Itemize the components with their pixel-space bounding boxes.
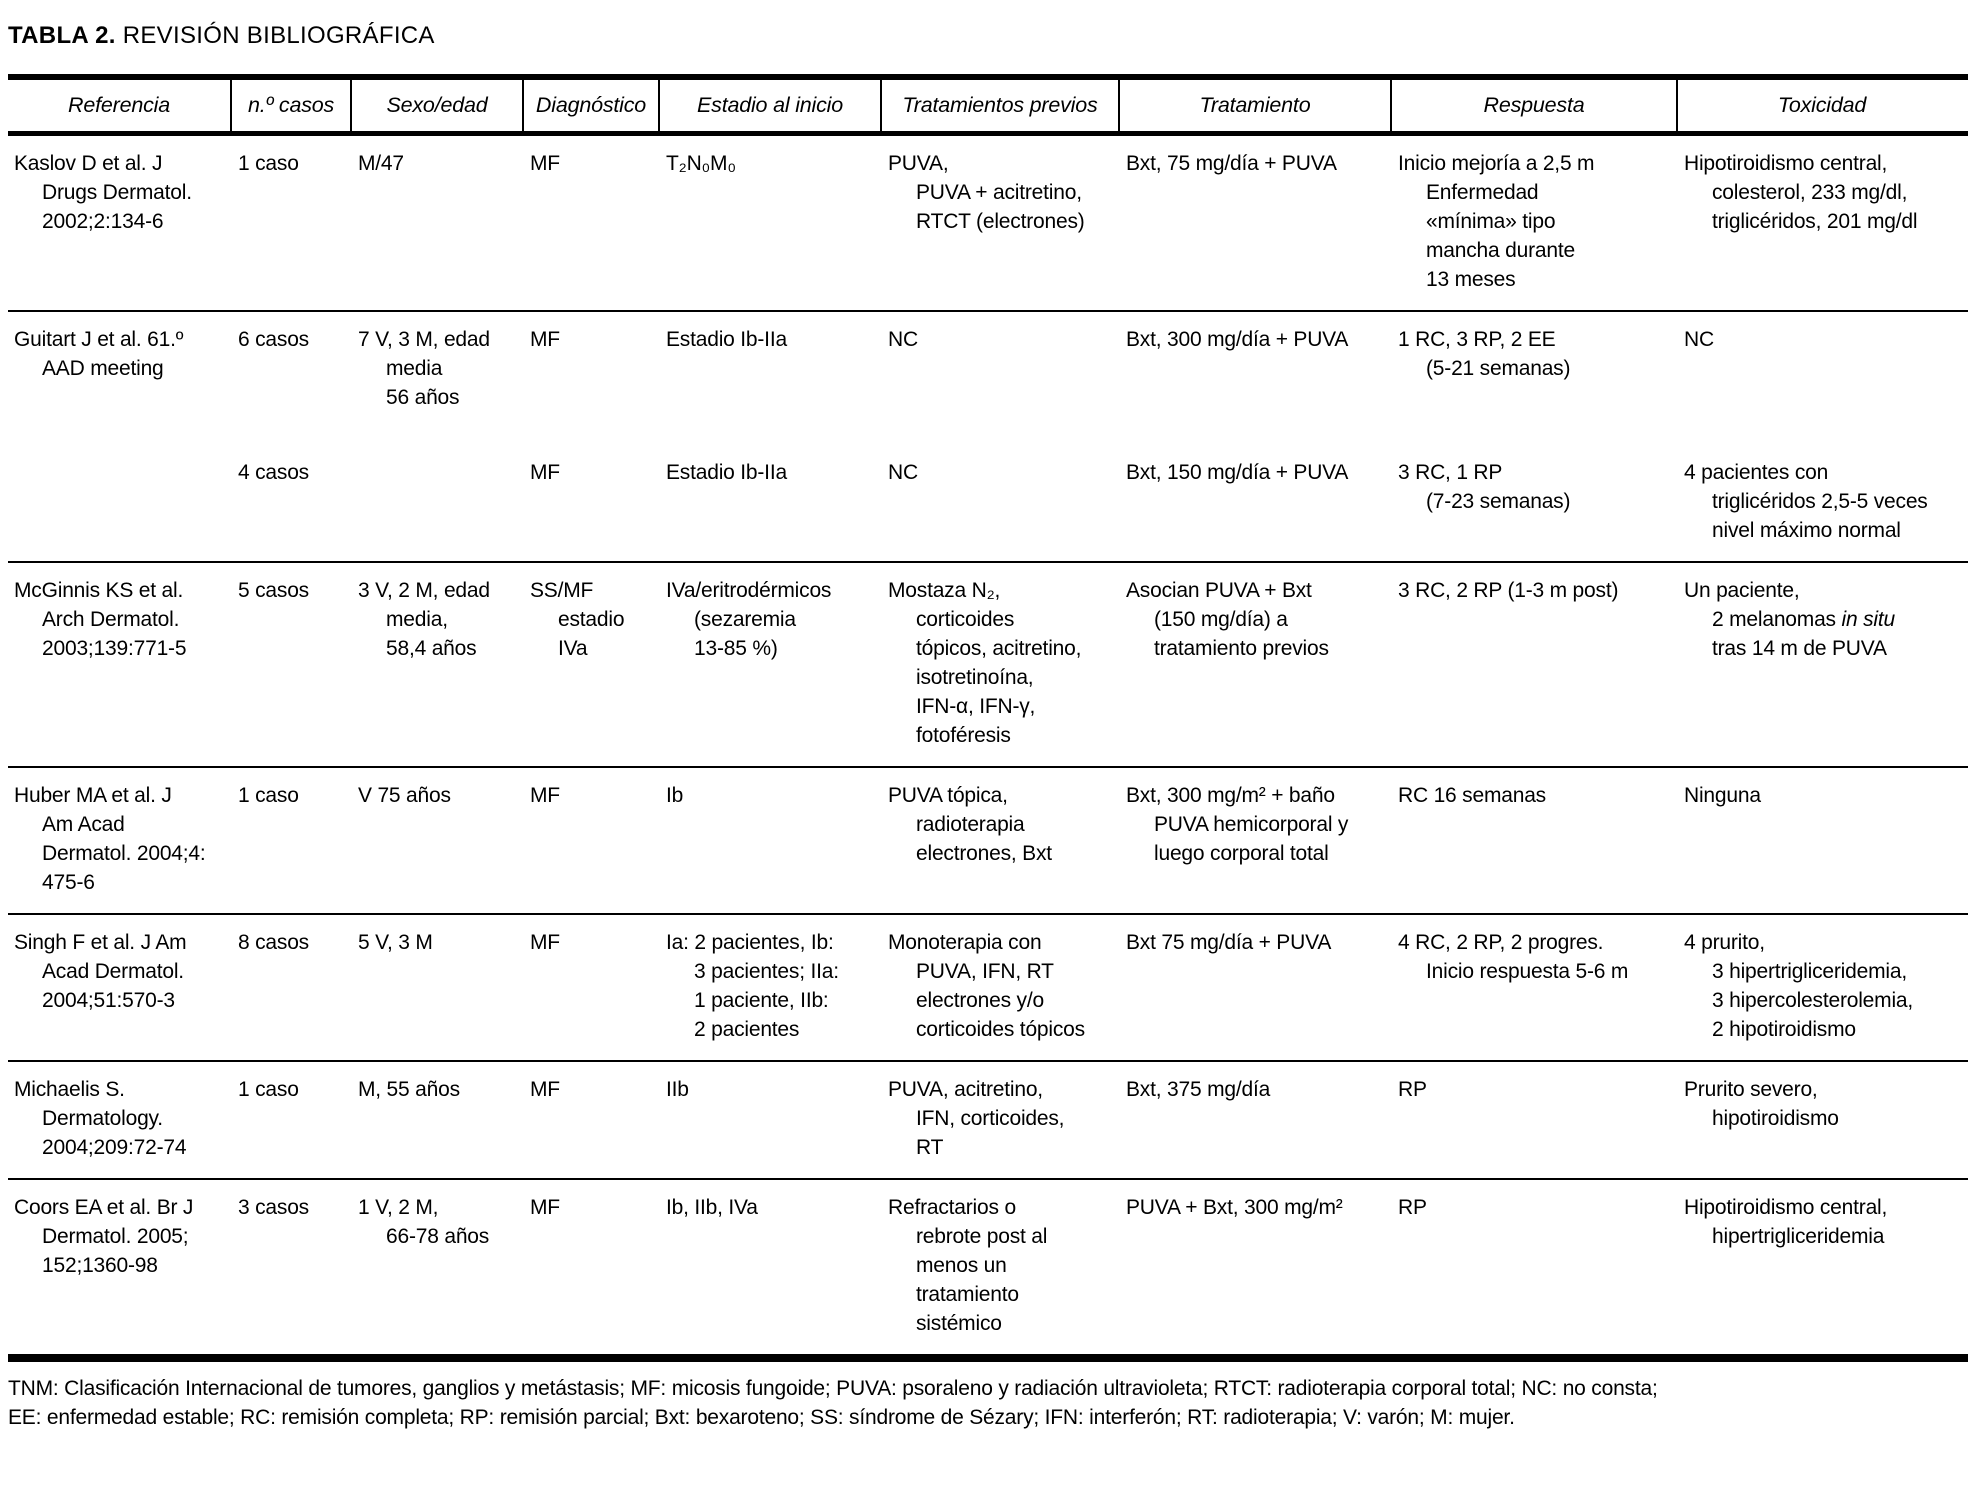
cell-estadio: Estadio Ib-IIa — [666, 461, 787, 484]
cell-toxicidad: 4 prurito, 3 hipertrigliceridemia, 3 hip… — [1684, 931, 1914, 1041]
cell-diagnostico: MF — [530, 328, 560, 351]
column-header-sexo_edad: Sexo/edad — [352, 80, 524, 131]
cell-sexo_edad: V 75 años — [358, 784, 451, 807]
cell-estadio: Estadio Ib-IIa — [666, 328, 787, 351]
cell-referencia: Michaelis S. Dermatology. 2004;209:72-74 — [14, 1078, 187, 1159]
table-row-8: Coors EA et al. Br J Dermatol. 2005; 152… — [8, 1178, 1968, 1354]
cell-tratamientos_previos: NC — [888, 461, 918, 484]
cell-respuesta: Inicio mejoría a 2,5 m Enfermedad «mínim… — [1398, 152, 1595, 291]
cell-referencia — [8, 458, 232, 545]
table-footnote: TNM: Clasificación Internacional de tumo… — [8, 1377, 1658, 1429]
cell-toxicidad: Hipotiroidismo central, hipertriglicerid… — [1684, 1196, 1888, 1248]
column-header-referencia: Referencia — [8, 80, 232, 131]
table-row-5: Huber MA et al. J Am Acad Dermatol. 2004… — [8, 766, 1968, 913]
cell-toxicidad: Prurito severo, hipotiroidismo — [1684, 1078, 1839, 1130]
paper-table-page: TABLA 2. REVISIÓN BIBLIOGRÁFICA Referenci… — [8, 22, 1968, 1429]
cell-respuesta: 4 RC, 2 RP, 2 progres. Inicio respuesta … — [1398, 931, 1629, 983]
cell-casos: 8 casos — [238, 931, 309, 954]
cell-casos: 1 caso — [238, 152, 299, 175]
cell-tratamientos_previos: PUVA tópica, radioterapia electrones, Bx… — [888, 784, 1052, 865]
cell-respuesta: RP — [1398, 1078, 1427, 1101]
table-number-label: TABLA 2. — [8, 22, 116, 49]
column-header-diagnostico: Diagnóstico — [524, 80, 660, 131]
cell-tratamiento: PUVA + Bxt, 300 mg/m² — [1126, 1196, 1343, 1219]
cell-diagnostico: MF — [530, 152, 560, 175]
cell-casos: 3 casos — [238, 1196, 309, 1219]
cell-tratamientos_previos: Mostaza N₂, corticoides tópicos, acitret… — [888, 579, 1082, 747]
cell-toxicidad: Un paciente, 2 melanomas in situ tras 14… — [1684, 579, 1895, 660]
cell-diagnostico: MF — [530, 1196, 560, 1219]
cell-estadio: T₂N₀M₀ — [666, 152, 736, 175]
cell-tratamiento: Bxt, 75 mg/día + PUVA — [1126, 152, 1337, 175]
cell-estadio: Ib — [666, 784, 684, 807]
cell-toxicidad: NC — [1684, 328, 1714, 351]
cell-referencia: Guitart J et al. 61.º AAD meeting — [14, 328, 184, 380]
cell-toxicidad: 4 pacientes con triglicéridos 2,5-5 vece… — [1684, 461, 1928, 542]
table-body: Kaslov D et al. J Drugs Dermatol. 2002;2… — [8, 136, 1968, 1354]
cell-diagnostico: MF — [530, 931, 560, 954]
cell-respuesta: RP — [1398, 1196, 1427, 1219]
cell-estadio: IVa/eritrodérmicos (sezaremia 13-85 %) — [666, 579, 832, 660]
cell-sexo_edad: 5 V, 3 M — [358, 931, 433, 954]
cell-respuesta: RC 16 semanas — [1398, 784, 1546, 807]
cell-referencia: Singh F et al. J Am Acad Dermatol. 2004;… — [14, 931, 187, 1012]
cell-tratamiento: Bxt, 300 mg/día + PUVA — [1126, 328, 1349, 351]
column-header-toxicidad: Toxicidad — [1777, 93, 1867, 117]
cell-sexo_edad — [352, 458, 524, 545]
column-header-tratamiento: Tratamiento — [1120, 80, 1392, 131]
cell-estadio: IIb — [666, 1078, 689, 1101]
cell-tratamiento: Asocian PUVA + Bxt (150 mg/día) a tratam… — [1126, 579, 1329, 660]
cell-tratamientos_previos: PUVA, PUVA + acitretino, RTCT (electrone… — [888, 152, 1085, 233]
cell-casos: 4 casos — [238, 461, 309, 484]
cell-diagnostico: MF — [530, 784, 560, 807]
table-row-2: Guitart J et al. 61.º AAD meeting 6 casos… — [8, 310, 1968, 428]
cell-tratamientos_previos: Refractarios o rebrote post al menos un … — [888, 1196, 1048, 1335]
cell-referencia: Huber MA et al. J Am Acad Dermatol. 2004… — [14, 784, 206, 894]
cell-referencia: Coors EA et al. Br J Dermatol. 2005; 152… — [14, 1196, 194, 1277]
table-row-6: Singh F et al. J Am Acad Dermatol. 2004;… — [8, 913, 1968, 1060]
cell-tratamiento: Bxt, 150 mg/día + PUVA — [1126, 461, 1349, 484]
cell-tratamientos_previos: Monoterapia con PUVA, IFN, RT electrones… — [888, 931, 1085, 1041]
cell-toxicidad: Ninguna — [1684, 784, 1761, 807]
cell-diagnostico: MF — [530, 1078, 560, 1101]
cell-respuesta: 1 RC, 3 RP, 2 EE (5-21 semanas) — [1398, 328, 1571, 380]
table-row-7: Michaelis S. Dermatology. 2004;209:72-74… — [8, 1060, 1968, 1178]
cell-respuesta: 3 RC, 1 RP (7-23 semanas) — [1398, 461, 1571, 513]
cell-sexo_edad: M, 55 años — [358, 1078, 460, 1101]
column-header-tratamientos_previos: Tratamientos previos — [882, 80, 1120, 131]
cell-tratamiento: Bxt, 300 mg/m² + baño PUVA hemicorporal … — [1126, 784, 1349, 865]
bibliography-table: Referencia n.º casos Sexo/edad Diagnóstico E… — [8, 74, 1968, 1362]
table-row-4: McGinnis KS et al. Arch Dermatol. 2003;1… — [8, 561, 1968, 766]
table-title-text: REVISIÓN BIBLIOGRÁFICA — [122, 22, 435, 49]
cell-sexo_edad: 3 V, 2 M, edad media, 58,4 años — [358, 579, 490, 660]
cell-estadio: Ia: 2 pacientes, Ib: 3 pacientes; IIa: 1… — [666, 931, 839, 1041]
cell-casos: 1 caso — [238, 1078, 299, 1101]
cell-tratamientos_previos: NC — [888, 328, 918, 351]
cell-respuesta: 3 RC, 2 RP (1-3 m post) — [1398, 579, 1619, 602]
table-row-1: Kaslov D et al. J Drugs Dermatol. 2002;2… — [8, 136, 1968, 310]
cell-diagnostico: SS/MF estadio IVa — [530, 579, 625, 660]
cell-referencia: Kaslov D et al. J Drugs Dermatol. 2002;2… — [14, 152, 192, 233]
cell-estadio: Ib, IIb, IVa — [666, 1196, 758, 1219]
cell-casos: 1 caso — [238, 784, 299, 807]
column-header-casos: n.º casos — [232, 80, 352, 131]
cell-referencia: McGinnis KS et al. Arch Dermatol. 2003;1… — [14, 579, 187, 660]
cell-tratamientos_previos: PUVA, acitretino, IFN, corticoides, RT — [888, 1078, 1065, 1159]
cell-casos: 6 casos — [238, 328, 309, 351]
table-row-3: 4 casos MF Estadio Ib-IIa NC Bxt, 150 mg/día… — [8, 428, 1968, 561]
cell-diagnostico: MF — [530, 461, 560, 484]
cell-tratamiento: Bxt, 375 mg/día — [1126, 1078, 1271, 1101]
column-header-respuesta: Respuesta — [1392, 80, 1678, 131]
cell-sexo_edad: 7 V, 3 M, edad media 56 años — [358, 328, 490, 409]
table-header-row: Referencia n.º casos Sexo/edad Diagnóstico E… — [8, 80, 1968, 136]
cell-casos: 5 casos — [238, 579, 309, 602]
cell-sexo_edad: 1 V, 2 M, 66-78 años — [358, 1196, 490, 1248]
column-header-estadio: Estadio al inicio — [660, 80, 882, 131]
cell-tratamiento: Bxt 75 mg/día + PUVA — [1126, 931, 1332, 954]
cell-toxicidad: Hipotiroidismo central, colesterol, 233 … — [1684, 152, 1918, 233]
table-title: TABLA 2. REVISIÓN BIBLIOGRÁFICA — [8, 22, 1968, 50]
cell-sexo_edad: M/47 — [358, 152, 404, 175]
